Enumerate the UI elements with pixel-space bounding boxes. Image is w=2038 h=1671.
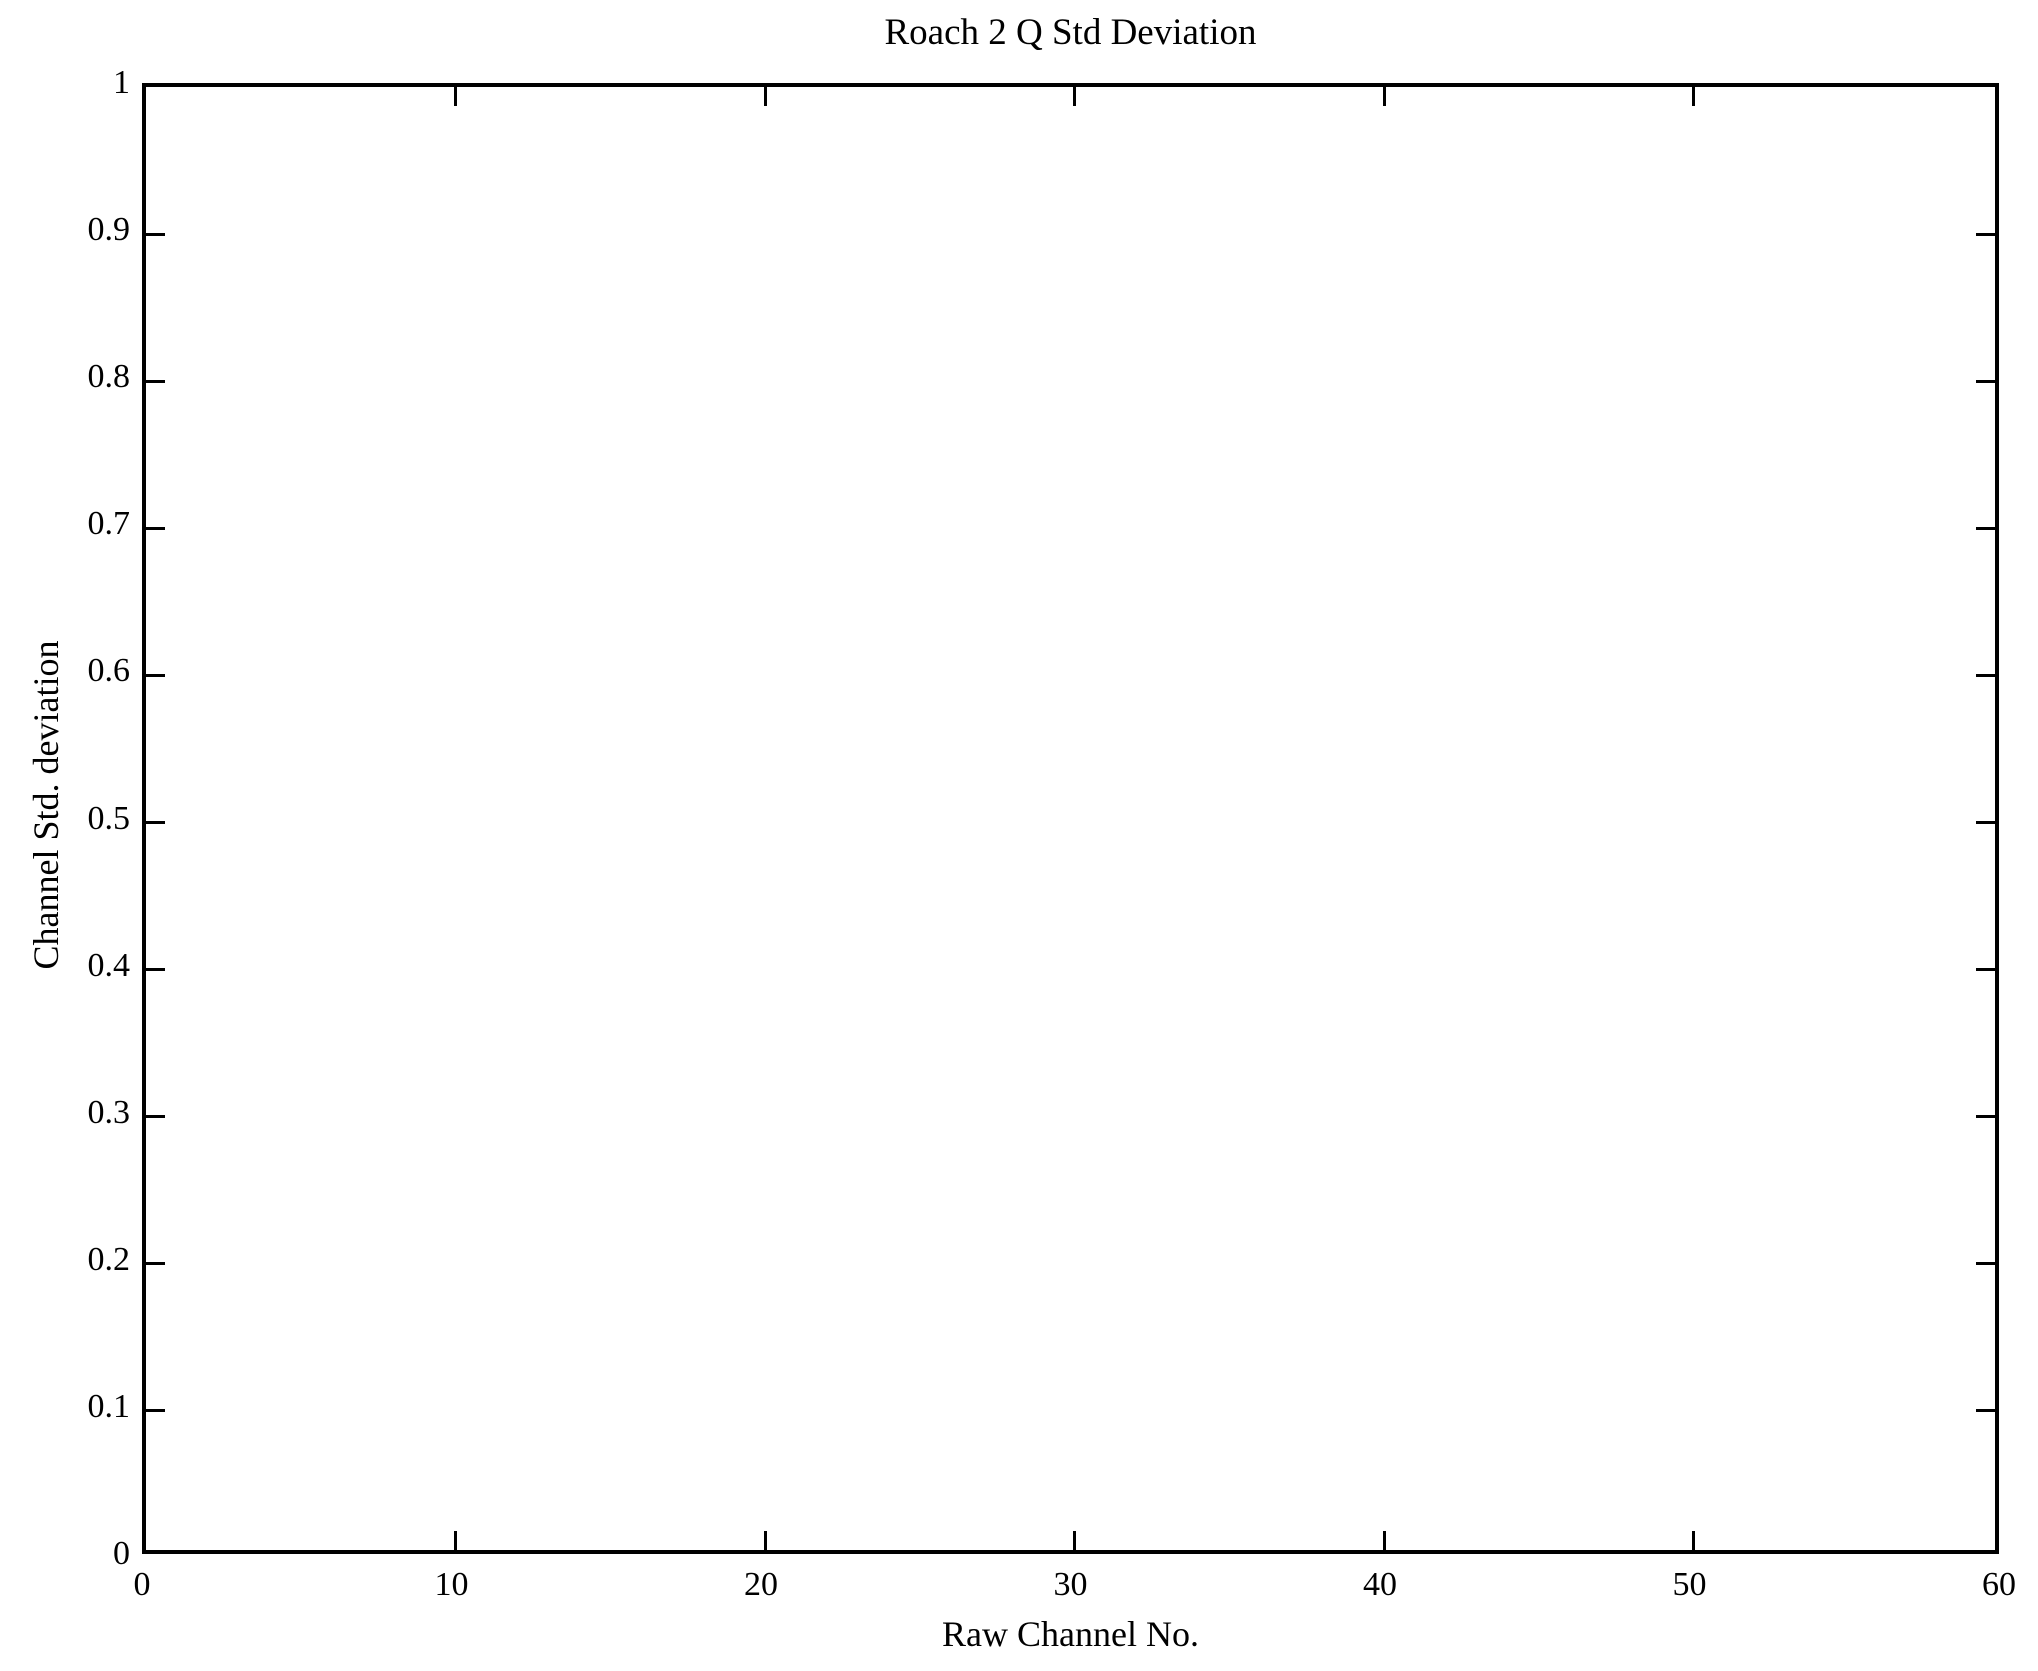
y-axis-tick — [146, 1262, 165, 1266]
y-tick-label: 0.2 — [87, 1240, 131, 1278]
plot-canvas — [146, 87, 1995, 1550]
y-axis-tick — [1976, 232, 1995, 236]
x-axis-tick — [763, 1531, 767, 1550]
y-axis-tick — [146, 821, 165, 824]
y-axis-tick — [1976, 968, 1995, 972]
y-tick-label: 0.5 — [87, 799, 131, 837]
y-axis-tick — [1976, 1262, 1995, 1266]
y-axis-tick — [146, 1409, 165, 1413]
y-axis-tick — [146, 379, 165, 383]
y-tick-label: 0.1 — [87, 1387, 131, 1425]
x-axis-title: Raw Channel No. — [942, 1614, 1199, 1654]
y-tick-label: 0.4 — [87, 946, 131, 984]
x-tick-label: 50 — [1672, 1566, 1707, 1603]
y-tick-label: 0 — [113, 1535, 130, 1572]
x-axis-tick — [454, 87, 457, 106]
y-axis-tick — [146, 1115, 165, 1119]
x-tick-label: 40 — [1363, 1566, 1397, 1603]
y-axis-tick — [1976, 673, 1995, 677]
y-axis-tick — [146, 526, 165, 530]
y-tick-label: 1 — [113, 64, 130, 101]
x-tick-label: 10 — [434, 1566, 469, 1603]
y-axis-tick — [146, 968, 165, 972]
x-axis-tick — [454, 1531, 457, 1550]
y-axis-tick — [1976, 821, 1995, 824]
y-tick-label: 0.7 — [87, 505, 131, 543]
x-axis-tick — [1382, 87, 1386, 106]
x-axis-tick — [1382, 1531, 1386, 1550]
x-axis-tick — [1073, 87, 1076, 106]
x-axis-tick — [1073, 1531, 1076, 1550]
x-tick-label: 20 — [744, 1566, 778, 1603]
x-tick-label: 0 — [133, 1566, 151, 1603]
y-axis-tick — [1976, 1115, 1995, 1119]
y-tick-label: 0.9 — [87, 211, 131, 249]
x-tick-label: 30 — [1053, 1566, 1088, 1603]
y-axis-tick — [1976, 526, 1995, 530]
x-axis-tick — [763, 87, 767, 106]
y-tick-label: 0.6 — [87, 652, 131, 690]
x-axis-tick — [1692, 1531, 1695, 1550]
x-tick-label: 60 — [1982, 1566, 2016, 1603]
y-axis-tick — [146, 232, 165, 236]
y-axis-tick — [146, 673, 165, 677]
x-axis-tick — [1692, 87, 1695, 106]
y-tick-label: 0.8 — [87, 358, 131, 396]
y-axis-tick — [1976, 1409, 1995, 1413]
y-axis-tick — [1976, 379, 1995, 383]
chart-title: Roach 2 Q Std Deviation — [884, 12, 1257, 53]
plot-area[interactable] — [142, 83, 1999, 1554]
y-tick-label: 0.3 — [87, 1093, 131, 1131]
